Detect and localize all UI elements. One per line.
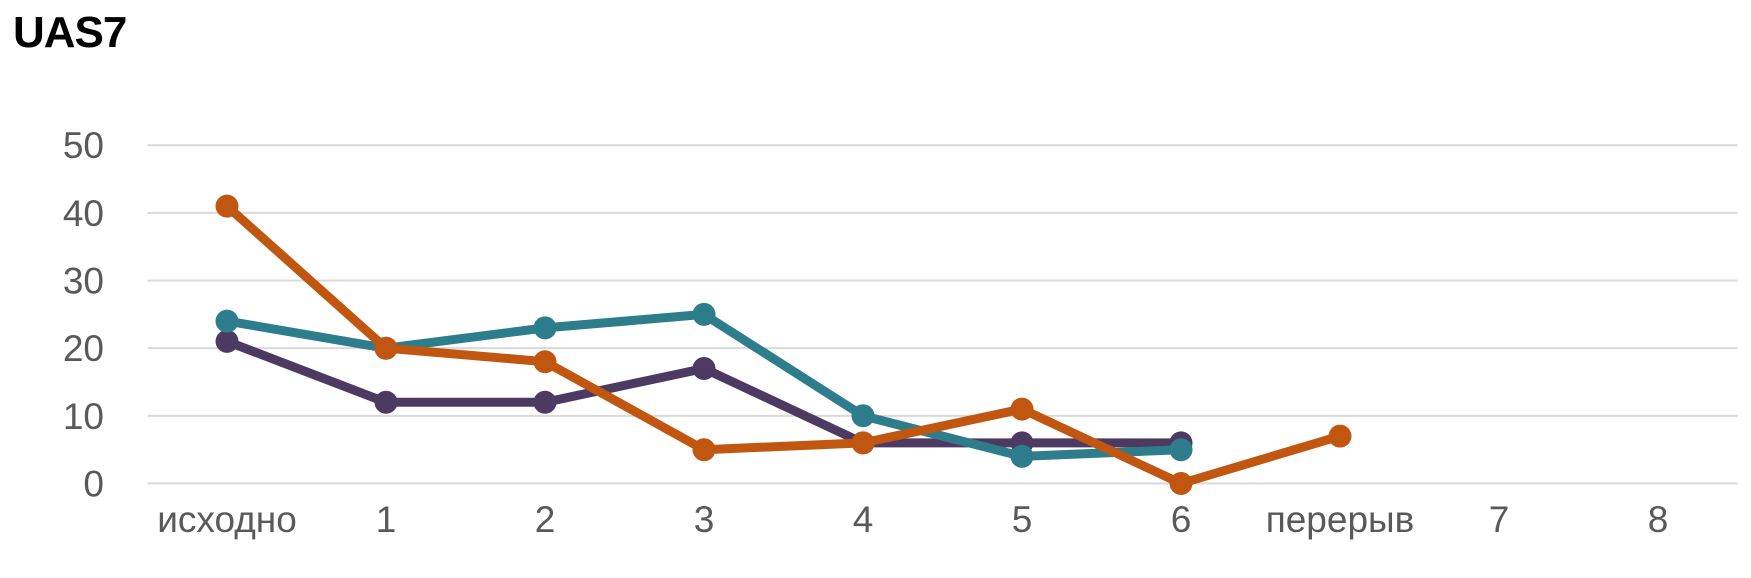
data-point-teal-2: [533, 316, 557, 340]
x-axis-category-label: 2: [535, 499, 556, 540]
data-point-purple-1: [374, 390, 398, 414]
data-point-orange-5: [1010, 397, 1034, 421]
data-point-orange-2: [533, 350, 557, 374]
x-axis-category-label: 8: [1648, 499, 1669, 540]
data-point-orange-перерыв: [1328, 424, 1352, 448]
x-axis-category-label: 1: [376, 499, 397, 540]
x-axis-category-label: исходно: [157, 499, 297, 540]
data-point-orange-исходно: [215, 194, 239, 218]
series-line-orange: [222, 201, 1345, 488]
x-axis-category-label: 7: [1489, 499, 1510, 540]
x-axis-category-label: 6: [1171, 499, 1192, 540]
data-point-orange-6: [1169, 472, 1193, 495]
data-point-teal-3: [692, 302, 716, 326]
data-point-purple-3: [692, 357, 716, 380]
data-point-orange-3: [692, 438, 716, 462]
data-point-teal-6: [1169, 438, 1193, 462]
chart-title: UAS7: [13, 8, 127, 57]
y-axis-tick-label: 0: [83, 464, 104, 505]
y-axis-tick-label: 50: [63, 125, 104, 166]
y-axis-tick-label: 20: [63, 328, 104, 369]
data-point-orange-1: [374, 336, 398, 360]
y-axis-tick-label: 30: [63, 261, 104, 302]
data-point-purple-2: [533, 390, 557, 414]
data-point-purple-исходно: [215, 329, 239, 353]
series-line-purple: [222, 336, 1186, 448]
data-point-teal-исходно: [215, 309, 239, 333]
x-axis-category-label: 4: [853, 499, 874, 540]
y-axis-tick-label: 40: [63, 193, 104, 234]
x-axis-category-label: перерыв: [1266, 499, 1415, 540]
x-axis-category-label: 5: [1012, 499, 1033, 540]
data-point-teal-5: [1010, 444, 1034, 468]
y-axis-tick-label: 10: [63, 396, 104, 437]
x-axis-category-label: 3: [694, 499, 715, 540]
data-point-teal-4: [851, 404, 875, 428]
data-point-orange-4: [851, 431, 875, 455]
